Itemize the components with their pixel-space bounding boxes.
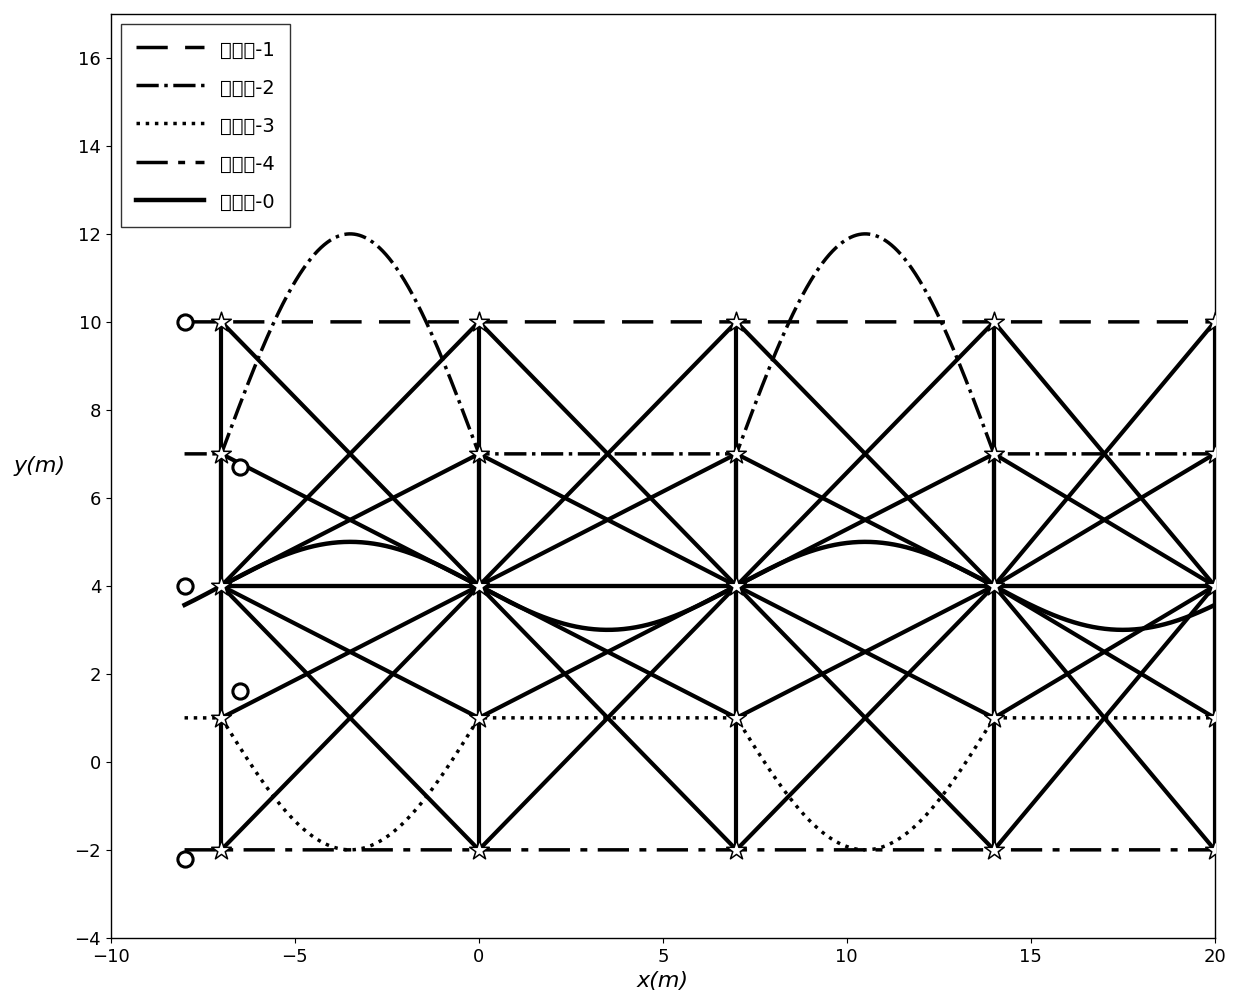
Point <box>211 710 231 726</box>
Point <box>727 710 746 726</box>
Point <box>985 710 1004 726</box>
Point <box>1205 446 1225 462</box>
Point <box>211 314 231 330</box>
Point <box>211 842 231 858</box>
X-axis label: x(m): x(m) <box>637 971 689 991</box>
Point <box>469 842 489 858</box>
Point <box>175 850 195 866</box>
Point <box>727 578 746 594</box>
Y-axis label: y(m): y(m) <box>14 456 66 475</box>
Point <box>175 578 195 594</box>
Point <box>175 314 195 330</box>
Point <box>985 578 1004 594</box>
Point <box>211 446 231 462</box>
Point <box>985 842 1004 858</box>
Point <box>1205 842 1225 858</box>
Point <box>1205 710 1225 726</box>
Point <box>469 446 489 462</box>
Point <box>469 578 489 594</box>
Point <box>469 314 489 330</box>
Point <box>1205 578 1225 594</box>
Point <box>1205 314 1225 330</box>
Point <box>727 314 746 330</box>
Point <box>469 710 489 726</box>
Point <box>229 459 249 475</box>
Point <box>985 314 1004 330</box>
Point <box>727 842 746 858</box>
Point <box>727 446 746 462</box>
Point <box>985 446 1004 462</box>
Legend: 跟随者-1, 跟随者-2, 跟随者-3, 跟随者-4, 领导者-0: 跟随者-1, 跟随者-2, 跟随者-3, 跟随者-4, 领导者-0 <box>120 23 290 227</box>
Point <box>211 578 231 594</box>
Point <box>229 683 249 699</box>
